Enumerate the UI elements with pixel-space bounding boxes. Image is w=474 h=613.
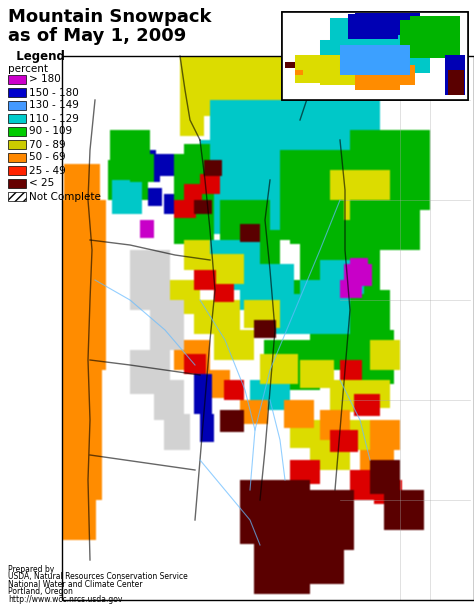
Text: 70 - 89: 70 - 89	[29, 140, 65, 150]
Bar	[8, 140, 26, 149]
Text: 90 - 109: 90 - 109	[29, 126, 72, 137]
Text: as of May 1, 2009: as of May 1, 2009	[8, 27, 186, 45]
Text: Legend: Legend	[8, 50, 65, 63]
Bar	[8, 192, 26, 201]
Text: 110 - 129: 110 - 129	[29, 113, 79, 123]
Text: Mountain Snowpack: Mountain Snowpack	[8, 8, 211, 26]
Bar	[282, 12, 468, 100]
Text: 130 - 149: 130 - 149	[29, 101, 79, 110]
Text: 150 - 180: 150 - 180	[29, 88, 79, 97]
Bar	[8, 114, 26, 123]
Bar	[8, 101, 26, 110]
Text: percent: percent	[8, 64, 48, 74]
Bar	[8, 166, 26, 175]
Bar	[8, 88, 26, 97]
Text: National Water and Climate Center: National Water and Climate Center	[8, 580, 143, 589]
Text: Portland, Oregon: Portland, Oregon	[8, 587, 73, 596]
Text: 50 - 69: 50 - 69	[29, 153, 65, 162]
Bar	[8, 75, 26, 84]
Text: 25 - 49: 25 - 49	[29, 166, 66, 175]
Text: Not Complete: Not Complete	[29, 191, 101, 202]
Bar	[8, 127, 26, 136]
Text: USDA, Natural Resources Conservation Service: USDA, Natural Resources Conservation Ser…	[8, 573, 188, 582]
Bar	[8, 153, 26, 162]
Text: Prepared by: Prepared by	[8, 565, 54, 574]
Text: > 180: > 180	[29, 75, 61, 85]
Text: http://www.wcc.nrcs.usda.gov: http://www.wcc.nrcs.usda.gov	[8, 595, 122, 604]
Bar	[282, 12, 468, 100]
Bar	[8, 179, 26, 188]
Bar	[62, 56, 474, 600]
Text: < 25: < 25	[29, 178, 54, 189]
